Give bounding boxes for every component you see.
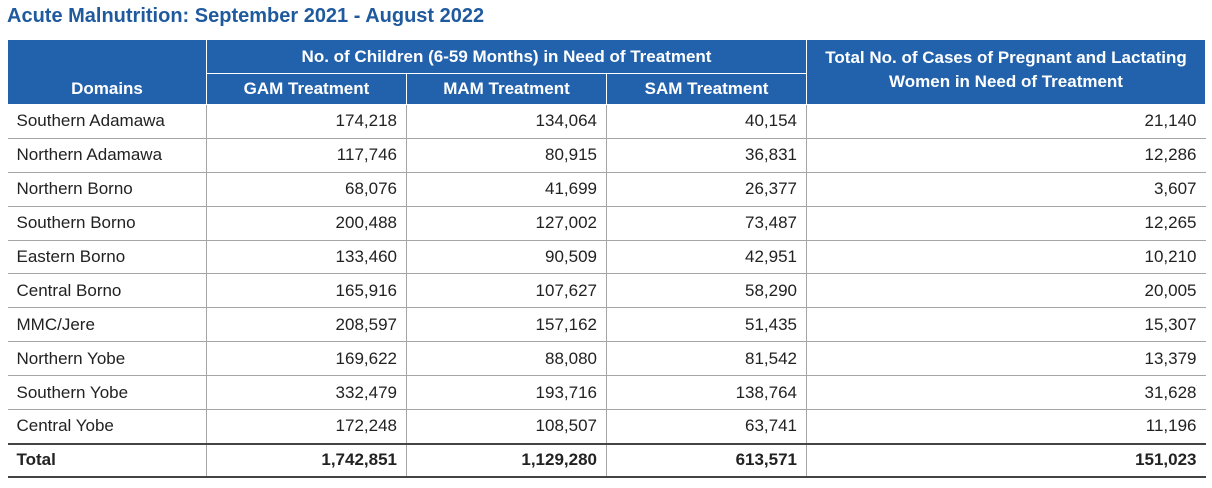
women-cell: 3,607 [806,172,1206,207]
gam-cell: 1,742,851 [206,442,407,478]
sam-cell: 81,542 [605,341,807,377]
women-cell: 31,628 [806,375,1206,411]
mam-cell: 80,915 [406,138,607,173]
sam-cell: 36,831 [605,138,807,173]
table-row: Northern Borno 68,076 41,699 26,377 3,607 [7,172,1206,207]
header-gam-treatment: GAM Treatment [206,73,407,105]
domain-cell: Total [7,442,207,478]
women-cell: 12,265 [806,206,1206,241]
women-cell: 12,286 [806,138,1206,173]
table-row: Central Yobe 172,248 108,507 63,741 11,196 [7,409,1206,445]
sam-cell: 40,154 [605,104,807,139]
domain-cell: Central Yobe [7,409,207,445]
mam-cell: 134,064 [406,104,607,139]
domain-cell: MMC/Jere [7,307,207,343]
gam-cell: 174,218 [206,104,407,139]
domain-cell: Northern Borno [7,172,207,207]
women-cell: 20,005 [806,273,1206,309]
domain-cell: Southern Yobe [7,375,207,411]
table-row: Southern Borno 200,488 127,002 73,487 12,265 [7,206,1206,241]
table-body: Southern Adamawa 174,218 134,064 40,154 21,1… [7,104,1206,478]
gam-cell: 117,746 [206,138,407,173]
mam-cell: 107,627 [406,273,607,309]
gam-cell: 165,916 [206,273,407,309]
table-row: Central Borno 165,916 107,627 58,290 20,005 [7,273,1206,309]
mam-cell: 193,716 [406,375,607,411]
gam-cell: 208,597 [206,307,407,343]
gam-cell: 133,460 [206,240,407,275]
table-row: Northern Adamawa 117,746 80,915 36,831 12,28… [7,138,1206,173]
mam-cell: 1,129,280 [406,442,607,478]
mam-cell: 88,080 [406,341,607,377]
total-row: Total 1,742,851 1,129,280 613,571 151,023 [7,442,1206,478]
mam-cell: 90,509 [406,240,607,275]
header-children-group: No. of Children (6-59 Months) in Need of… [205,39,808,74]
domain-cell: Southern Adamawa [7,104,207,139]
header-sam-treatment: SAM Treatment [605,73,808,105]
header-pregnant-lactating-women: Total No. of Cases of Pregnant and Lacta… [806,39,1207,105]
mam-cell: 108,507 [406,409,607,445]
table-row: Northern Yobe 169,622 88,080 81,542 13,379 [7,341,1206,377]
domain-cell: Northern Yobe [7,341,207,377]
domain-cell: Northern Adamawa [7,138,207,173]
gam-cell: 172,248 [206,409,407,445]
domain-cell: Southern Borno [7,206,207,241]
women-cell: 10,210 [806,240,1206,275]
table-title: Acute Malnutrition: September 2021 - Aug… [7,5,485,27]
sam-cell: 26,377 [605,172,807,207]
gam-cell: 68,076 [206,172,407,207]
domain-cell: Central Borno [7,273,207,309]
table-row: Eastern Borno 133,460 90,509 42,951 10,210 [7,240,1206,275]
women-cell: 13,379 [806,341,1206,377]
women-cell: 151,023 [806,442,1206,478]
malnutrition-table: Domains No. of Children (6-59 Months) in… [7,39,1207,478]
sam-cell: 613,571 [605,442,807,478]
gam-cell: 200,488 [206,206,407,241]
mam-cell: 157,162 [406,307,607,343]
mam-cell: 127,002 [406,206,607,241]
sam-cell: 73,487 [605,206,807,241]
women-cell: 15,307 [806,307,1206,343]
sam-cell: 42,951 [605,240,807,275]
mam-cell: 41,699 [406,172,607,207]
domain-cell: Eastern Borno [7,240,207,275]
sam-cell: 63,741 [605,409,807,445]
table-row: Southern Yobe 332,479 193,716 138,764 31,628 [7,375,1206,411]
gam-cell: 169,622 [206,341,407,377]
sam-cell: 138,764 [605,375,807,411]
sam-cell: 58,290 [605,273,807,309]
header-mam-treatment: MAM Treatment [406,73,607,105]
table-row: MMC/Jere 208,597 157,162 51,435 15,307 [7,307,1206,343]
sam-cell: 51,435 [605,307,807,343]
table-row: Southern Adamawa 174,218 134,064 40,154 21,1… [7,104,1206,139]
women-cell: 11,196 [806,409,1206,445]
gam-cell: 332,479 [206,375,407,411]
women-cell: 21,140 [806,104,1206,139]
header-domains: Domains [7,39,207,105]
